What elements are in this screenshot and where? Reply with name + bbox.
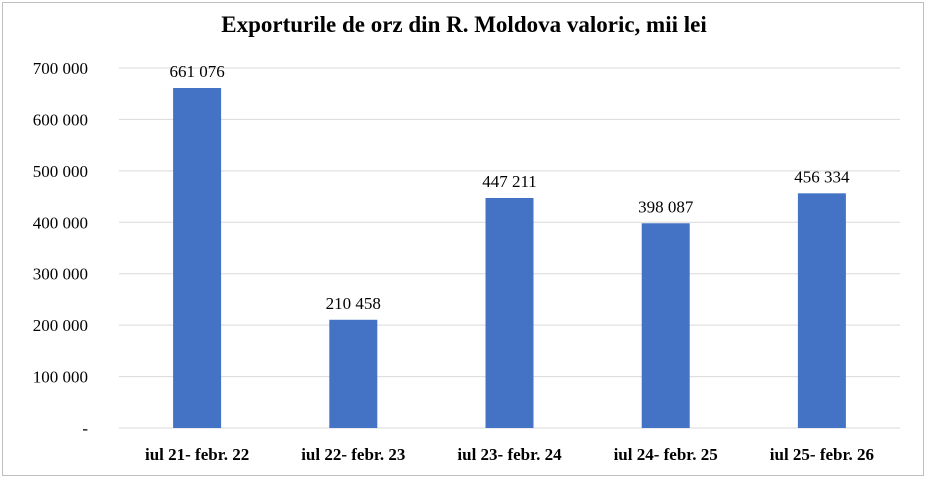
y-tick-label: 600 000: [33, 110, 88, 129]
x-tick-label: iul 21- febr. 22: [145, 445, 249, 464]
y-tick-label: 300 000: [33, 265, 88, 284]
data-label: 398 087: [638, 197, 694, 216]
bar: [329, 319, 378, 428]
bar: [797, 193, 846, 428]
y-tick-label: 400 000: [33, 213, 88, 232]
data-label: 661 076: [169, 62, 224, 81]
data-label: 210 458: [326, 294, 381, 313]
chart-title: Exporturile de orz din R. Moldova valori…: [221, 12, 707, 37]
y-tick-label: 500 000: [33, 162, 88, 181]
x-tick-label: iul 24- febr. 25: [614, 445, 718, 464]
data-label: 447 211: [482, 172, 537, 191]
y-tick-label: 700 000: [33, 59, 88, 78]
bar: [641, 223, 690, 428]
x-tick-label: iul 23- febr. 24: [457, 445, 562, 464]
y-tick-label: -: [82, 419, 88, 438]
bar: [485, 198, 534, 428]
y-tick-label: 100 000: [33, 368, 88, 387]
x-tick-label: iul 25- febr. 26: [770, 445, 874, 464]
x-tick-label: iul 22- febr. 23: [301, 445, 405, 464]
data-label: 456 334: [794, 167, 850, 186]
bar: [173, 88, 222, 428]
y-tick-label: 200 000: [33, 316, 88, 335]
